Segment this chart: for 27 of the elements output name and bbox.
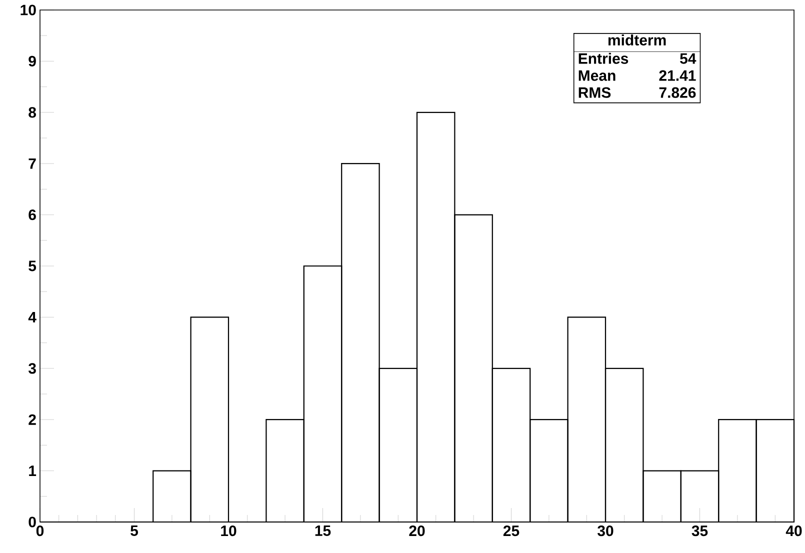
x-tick-label: 0	[36, 526, 44, 536]
x-tick-label: 10	[221, 526, 236, 536]
annotation: 54	[680, 53, 696, 64]
annotation: Mean	[578, 70, 616, 81]
x-tick-label: 15	[315, 526, 331, 536]
annotation: midterm	[608, 34, 666, 46]
annotation: RMS	[578, 87, 611, 98]
y-tick-label: 6	[28, 209, 36, 220]
y-tick-label: 1	[29, 466, 36, 476]
x-tick-label: 30	[598, 526, 614, 536]
x-tick-label: 20	[409, 526, 425, 536]
x-tick-label: 25	[503, 526, 520, 536]
y-tick-label: 4	[28, 312, 36, 322]
y-tick-label: 5	[28, 260, 36, 272]
y-tick-label: 0	[28, 516, 36, 528]
y-tick-label: 8	[28, 107, 36, 118]
x-tick-label: 35	[692, 526, 708, 536]
annotation: 21.41	[659, 70, 696, 81]
y-tick-label: 9	[28, 56, 36, 66]
x-tick-label: 40	[786, 526, 802, 536]
y-tick-label: 2	[28, 414, 36, 425]
y-tick-label: 3	[28, 363, 36, 374]
x-tick-label: 5	[130, 526, 138, 536]
annotation: 7.826	[659, 87, 696, 98]
annotation: Entries	[578, 52, 628, 64]
y-tick-label: 10	[20, 4, 36, 16]
y-tick-label: 7	[28, 158, 36, 169]
